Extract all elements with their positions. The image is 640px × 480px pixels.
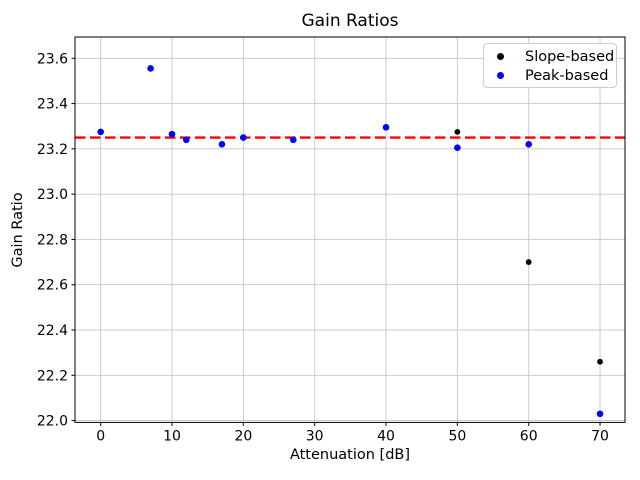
- x-tick-label: 20: [234, 428, 252, 444]
- y-tick-label: 23.4: [37, 97, 68, 113]
- y-tick-label: 23.0: [37, 187, 68, 203]
- x-tick-label: 0: [96, 428, 105, 444]
- point-peak-based: [97, 128, 104, 136]
- x-tick-label: 70: [591, 428, 609, 444]
- legend-item-slope-based: Slope-based: [484, 47, 616, 66]
- legend-label: Slope-based: [525, 48, 615, 65]
- point-peak-based: [382, 124, 390, 131]
- y-tick-label: 23.2: [37, 142, 68, 158]
- x-tick-label: 60: [520, 428, 538, 444]
- point-peak-based: [454, 144, 461, 152]
- y-tick-label: 22.4: [37, 323, 68, 339]
- peak-based-marker-icon: [497, 72, 504, 79]
- chart-title: Gain Ratios: [301, 11, 399, 31]
- slope-based-marker-icon: [497, 53, 504, 60]
- y-tick-label: 22.0: [37, 414, 68, 430]
- x-tick-label: 10: [163, 428, 181, 444]
- x-axis-label: Attenuation [dB]: [289, 447, 411, 463]
- point-slope-based: [597, 358, 603, 365]
- legend: Slope-based Peak-based: [483, 43, 617, 88]
- point-peak-based: [218, 141, 226, 148]
- x-tick-label: 50: [448, 428, 466, 444]
- y-tick-label: 22.2: [37, 368, 68, 384]
- point-slope-based: [454, 128, 461, 135]
- point-slope-based: [525, 259, 532, 265]
- y-tick-label: 22.6: [37, 278, 68, 294]
- x-tick-label: 40: [377, 428, 395, 444]
- y-tick-label: 22.8: [37, 232, 68, 248]
- legend-item-peak-based: Peak-based: [484, 66, 616, 85]
- x-tick-label: 30: [306, 428, 324, 444]
- point-peak-based: [240, 134, 247, 141]
- point-peak-based: [182, 136, 190, 144]
- point-peak-based: [289, 136, 297, 144]
- legend-label: Peak-based: [525, 67, 609, 84]
- y-tick-label: 23.6: [37, 51, 68, 67]
- plot-border: [74, 36, 626, 423]
- y-axis-label: Gain Ratio: [10, 192, 26, 268]
- point-peak-based: [168, 130, 176, 138]
- point-peak-based: [147, 65, 154, 72]
- point-peak-based: [596, 410, 604, 418]
- point-peak-based: [525, 141, 532, 148]
